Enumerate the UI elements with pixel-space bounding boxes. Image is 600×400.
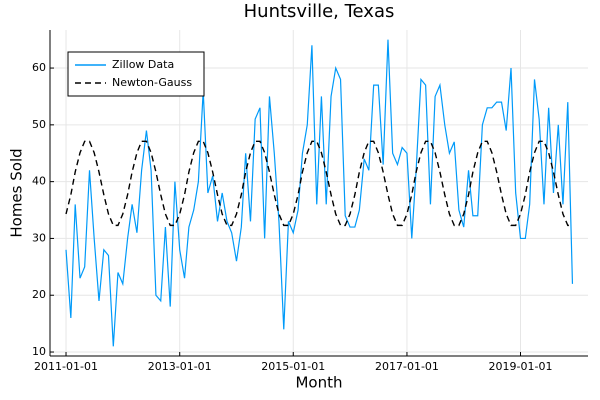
- legend-box: [67, 51, 205, 97]
- legend: Zillow Data Newton-Gauss: [67, 51, 205, 97]
- y-tick-label: 20: [32, 288, 46, 301]
- y-tick-label: 50: [32, 118, 46, 131]
- y-tick-label: 60: [32, 61, 46, 74]
- y-tick-label: 10: [32, 345, 46, 358]
- x-axis-label: Month: [295, 374, 342, 392]
- x-tick-label: 2017-01-01: [375, 360, 439, 373]
- y-tick-label: 40: [32, 175, 46, 188]
- data-line: [65, 39, 574, 347]
- y-axis-label: Homes Sold: [8, 148, 26, 237]
- chart-title: Huntsville, Texas: [244, 1, 395, 22]
- legend-label: Zillow Data: [112, 58, 174, 71]
- legend-label: Newton-Gauss: [112, 76, 192, 89]
- x-tick-label: 2011-01-01: [34, 360, 98, 373]
- y-tick-label: 30: [32, 231, 46, 244]
- x-tick-label: 2013-01-01: [148, 360, 212, 373]
- x-tick-label: 2015-01-01: [261, 360, 325, 373]
- data-line: [65, 140, 573, 227]
- x-tick-label: 2019-01-01: [489, 360, 553, 373]
